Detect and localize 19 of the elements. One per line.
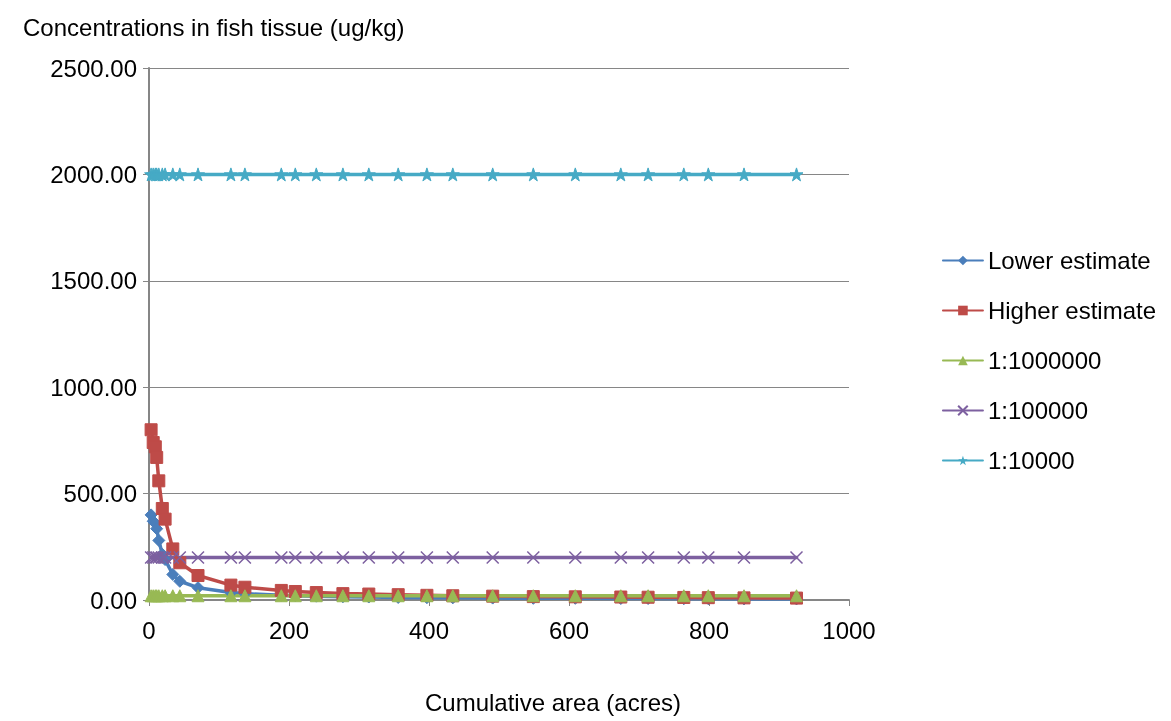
x-tick-label: 200 bbox=[268, 616, 310, 644]
x-tick-label: 1000 bbox=[822, 616, 876, 644]
y-tick-label: 1500.00 bbox=[50, 267, 137, 295]
x-tick-label: 800 bbox=[688, 616, 730, 644]
legend-label: Lower estimate bbox=[987, 247, 1151, 274]
y-tick-label: 0.00 bbox=[90, 586, 137, 614]
legend-label: Higher estimate bbox=[987, 297, 1157, 324]
x-tick-label: 600 bbox=[548, 616, 590, 644]
y-tick-label: 1000.00 bbox=[50, 373, 137, 401]
legend-label: 1:10000 bbox=[987, 447, 1075, 474]
y-tick-label: 500.00 bbox=[63, 480, 137, 508]
x-tick-label: 400 bbox=[408, 616, 450, 644]
legend-label: 1:1000000 bbox=[987, 347, 1102, 374]
y-tick-label: 2000.00 bbox=[50, 160, 137, 188]
x-axis-title: Cumulative area (acres) bbox=[424, 688, 682, 716]
x-tick-label: 0 bbox=[142, 616, 156, 644]
y-axis-title: Concentrations in fish tissue (ug/kg) bbox=[23, 13, 405, 41]
y-tick-label: 2500.00 bbox=[50, 54, 137, 82]
legend-label: 1:100000 bbox=[987, 397, 1089, 424]
